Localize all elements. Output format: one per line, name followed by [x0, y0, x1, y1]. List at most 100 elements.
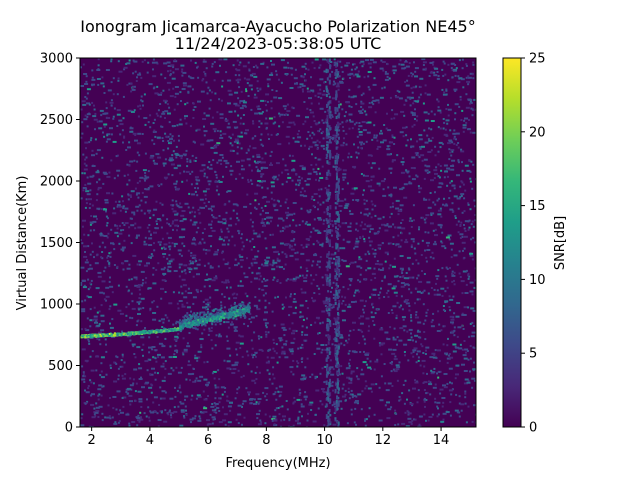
noise-cell [186, 301, 189, 304]
noise-cell [105, 215, 108, 218]
noise-cell [264, 330, 267, 333]
noise-cell [391, 385, 394, 387]
noise-cell [109, 322, 111, 325]
noise-cell [446, 122, 449, 125]
noise-cell [442, 60, 445, 63]
noise-cell [469, 370, 471, 373]
noise-cell [352, 321, 356, 324]
noise-cell [405, 277, 410, 280]
noise-cell [221, 281, 224, 284]
noise-cell [153, 242, 155, 245]
noise-cell [334, 191, 339, 193]
noise-cell [391, 352, 396, 355]
noise-cell [184, 290, 187, 293]
noise-cell [126, 267, 131, 270]
noise-cell [322, 201, 325, 204]
noise-cell [273, 377, 276, 380]
noise-cell [111, 291, 114, 294]
noise-cell [443, 197, 445, 200]
noise-cell [125, 149, 128, 151]
noise-cell [207, 180, 212, 183]
noise-cell [424, 119, 429, 122]
noise-cell [292, 121, 295, 124]
noise-cell [458, 272, 461, 275]
noise-cell [441, 245, 446, 248]
noise-cell [380, 375, 383, 378]
noise-cell [203, 398, 208, 401]
noise-cell [235, 203, 238, 206]
noise-cell [175, 366, 178, 369]
noise-cell [252, 122, 255, 125]
noise-cell [348, 303, 351, 306]
noise-cell [425, 399, 428, 401]
noise-cell [189, 125, 192, 128]
noise-cell [193, 215, 196, 218]
noise-cell [215, 174, 218, 176]
noise-cell [285, 198, 288, 201]
noise-cell [461, 58, 464, 61]
noise-cell [155, 112, 158, 115]
noise-cell [218, 181, 223, 183]
noise-cell [169, 157, 174, 160]
noise-cell [403, 300, 408, 303]
noise-cell [225, 279, 230, 282]
noise-cell [278, 391, 283, 393]
noise-cell [273, 393, 276, 395]
noise-cell [332, 323, 335, 326]
noise-cell [105, 69, 110, 71]
noise-cell [405, 99, 408, 102]
noise-cell [104, 266, 107, 269]
noise-cell [470, 107, 473, 110]
noise-cell [430, 120, 435, 122]
noise-cell [360, 60, 365, 63]
interference-cell [326, 367, 329, 372]
noise-cell [119, 224, 121, 227]
interference-cell [329, 265, 331, 269]
noise-cell [361, 108, 364, 111]
noise-cell [299, 194, 304, 197]
noise-cell [393, 136, 396, 139]
noise-cell [314, 375, 317, 378]
noise-cell [443, 121, 446, 124]
noise-cell [248, 266, 251, 269]
noise-cell [417, 329, 420, 332]
noise-cell [256, 156, 261, 158]
noise-cell [229, 409, 232, 412]
noise-cell [109, 417, 112, 420]
noise-cell [192, 275, 195, 278]
noise-cell [324, 187, 327, 190]
noise-cell [308, 147, 310, 150]
noise-cell [365, 140, 368, 143]
noise-cell [233, 297, 238, 300]
noise-cell [391, 361, 393, 363]
noise-cell [450, 256, 453, 259]
noise-cell [221, 85, 224, 88]
noise-cell [282, 267, 285, 270]
noise-cell [412, 387, 416, 390]
noise-cell [224, 236, 229, 239]
noise-cell [314, 413, 317, 416]
noise-cell [448, 197, 451, 200]
noise-cell [218, 397, 220, 400]
noise-cell [175, 145, 178, 148]
noise-cell [337, 100, 340, 103]
noise-cell [102, 292, 105, 295]
noise-cell [162, 272, 167, 275]
noise-cell [117, 60, 120, 63]
noise-cell [150, 234, 152, 236]
interference-cell [328, 218, 331, 223]
noise-cell [278, 115, 281, 118]
noise-cell [423, 331, 426, 333]
noise-cell [186, 306, 191, 309]
noise-cell [299, 346, 302, 349]
noise-cell [286, 110, 291, 113]
noise-cell [414, 67, 419, 70]
interference-cell [328, 306, 331, 310]
noise-cell [442, 343, 445, 346]
interference-cell [335, 355, 337, 361]
noise-cell [421, 159, 424, 162]
noise-cell [346, 422, 349, 425]
interference-cell [337, 289, 340, 292]
noise-cell [208, 381, 210, 384]
noise-cell [471, 321, 474, 324]
